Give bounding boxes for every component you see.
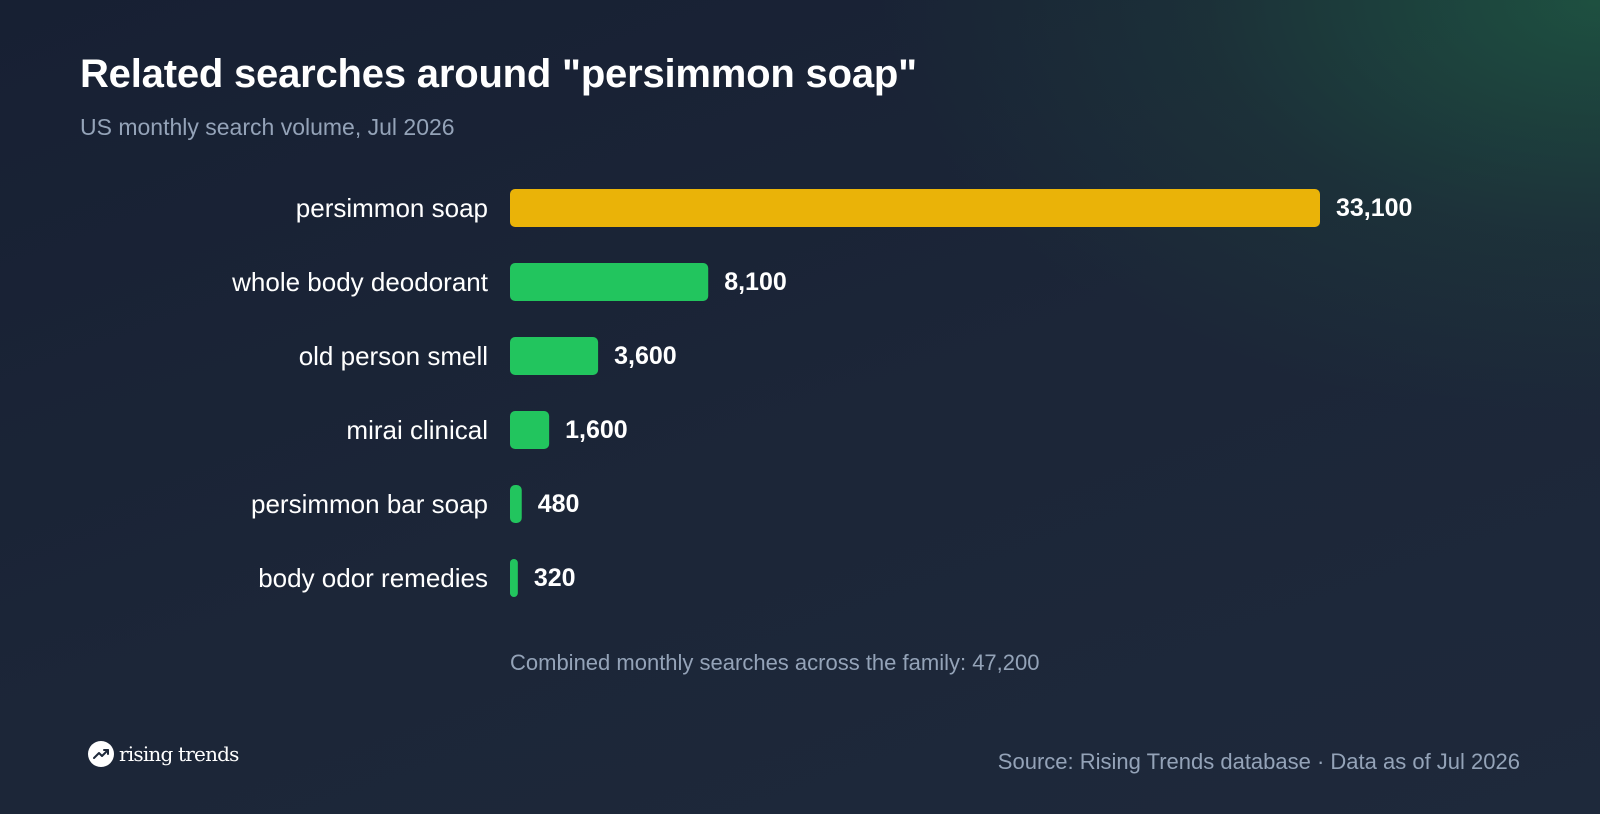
bar-chart: persimmon soap 33,100 whole body deodorant… — [0, 170, 1600, 620]
bar-whole-body-deodorant — [510, 263, 709, 301]
bar-chart-svg: persimmon soap 33,100 whole body deodorant… — [231, 189, 1412, 597]
category-label-body-odor-remedies: body odor remedies — [258, 563, 488, 593]
brand-name: rising trends — [119, 742, 239, 766]
value-label-persimmon-bar-soap: 480 — [538, 490, 580, 518]
category-label-whole-body-deodorant: whole body deodorant — [231, 267, 489, 297]
trending-up-icon — [88, 741, 114, 767]
value-label-old-person-smell: 3,600 — [614, 342, 677, 370]
category-label-persimmon-soap: persimmon soap — [296, 193, 488, 223]
brand-logo: rising trends — [88, 741, 239, 767]
bar-old-person-smell — [510, 337, 599, 375]
combined-searches-note: Combined monthly searches across the fam… — [510, 650, 1040, 675]
value-label-mirai-clinical: 1,600 — [565, 416, 628, 444]
bar-mirai-clinical — [510, 411, 550, 449]
value-label-whole-body-deodorant: 8,100 — [724, 268, 787, 296]
value-label-body-odor-remedies: 320 — [534, 564, 576, 592]
category-label-persimmon-bar-soap: persimmon bar soap — [251, 489, 488, 519]
category-label-old-person-smell: old person smell — [299, 341, 488, 371]
chart-subtitle: US monthly search volume, Jul 2026 — [80, 114, 455, 140]
bar-persimmon-soap — [510, 189, 1320, 227]
bar-persimmon-bar-soap — [510, 485, 522, 523]
value-label-persimmon-soap: 33,100 — [1336, 194, 1412, 222]
bar-body-odor-remedies — [510, 559, 518, 597]
category-label-mirai-clinical: mirai clinical — [346, 415, 488, 445]
source-note: Source: Rising Trends database · Data as… — [997, 749, 1520, 774]
chart-title: Related searches around "persimmon soap" — [80, 52, 917, 96]
